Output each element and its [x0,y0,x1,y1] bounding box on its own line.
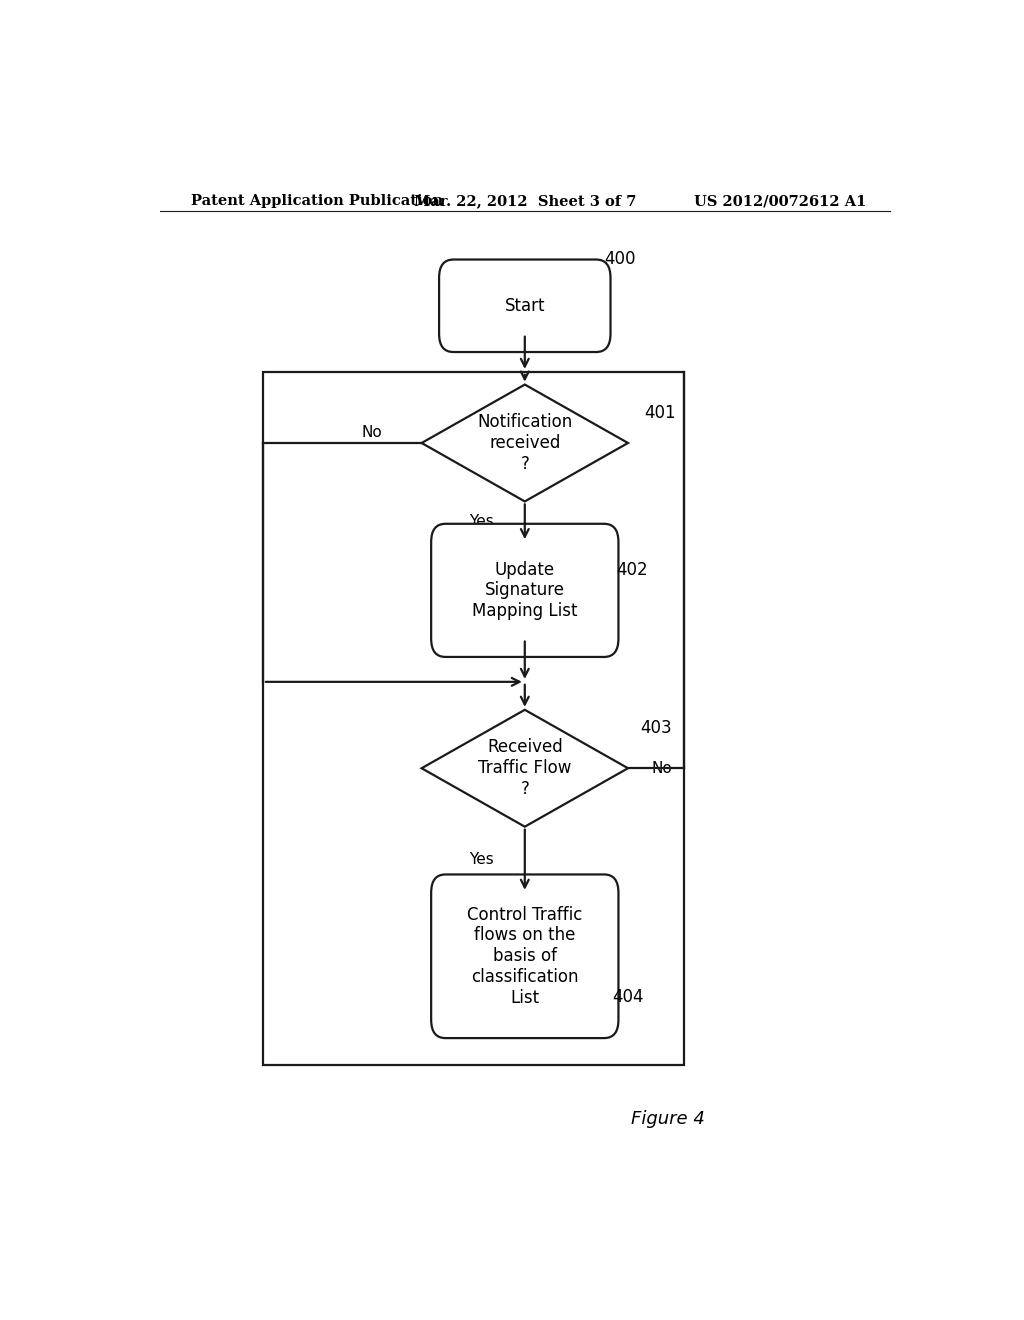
Bar [263,372,684,1065]
Text: 401: 401 [644,404,676,421]
Polygon shape [422,710,628,826]
Text: Update
Signature
Mapping List: Update Signature Mapping List [472,561,578,620]
Text: 400: 400 [604,249,636,268]
Text: Yes: Yes [469,853,494,867]
FancyBboxPatch shape [431,874,618,1038]
Text: 403: 403 [640,718,672,737]
Text: Mar. 22, 2012  Sheet 3 of 7: Mar. 22, 2012 Sheet 3 of 7 [414,194,636,209]
Text: Yes: Yes [469,515,494,529]
Text: Notification
received
?: Notification received ? [477,413,572,473]
Text: No: No [652,760,673,776]
Text: US 2012/0072612 A1: US 2012/0072612 A1 [693,194,866,209]
Text: Start: Start [505,297,545,314]
Text: 402: 402 [616,561,648,579]
Text: Received
Traffic Flow
?: Received Traffic Flow ? [478,738,571,799]
Text: 404: 404 [612,987,644,1006]
Text: No: No [361,425,382,441]
FancyBboxPatch shape [431,524,618,657]
Text: Control Traffic
flows on the
basis of
classification
List: Control Traffic flows on the basis of cl… [467,906,583,1007]
Polygon shape [422,384,628,502]
Text: Patent Application Publication: Patent Application Publication [191,194,443,209]
FancyBboxPatch shape [439,260,610,352]
Text: Figure 4: Figure 4 [631,1110,705,1127]
